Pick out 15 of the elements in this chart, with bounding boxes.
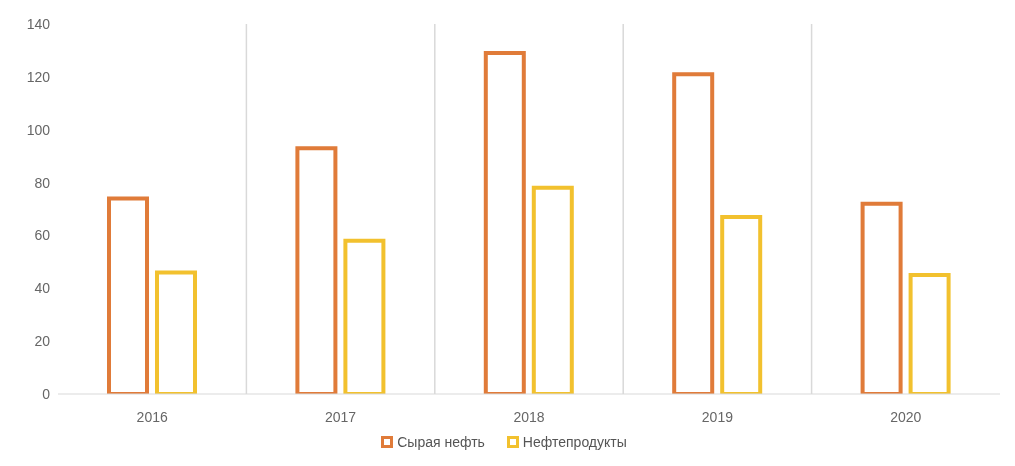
y-tick-label: 140 xyxy=(26,15,51,32)
x-tick-label: 2017 xyxy=(325,408,357,425)
y-tick-label: 100 xyxy=(26,121,51,138)
y-tick-label: 120 xyxy=(26,68,51,85)
x-tick-label: 2016 xyxy=(136,408,168,425)
y-tick-label: 80 xyxy=(34,174,51,191)
x-tick-label: 2018 xyxy=(513,408,545,425)
legend-label: Сырая нефть xyxy=(396,434,485,450)
x-tick-label: 2020 xyxy=(890,408,922,425)
y-tick-label: 60 xyxy=(34,227,51,244)
y-tick-label: 20 xyxy=(34,333,51,350)
legend-label: Нефтепродукты xyxy=(521,434,627,450)
x-tick-label: 2019 xyxy=(701,408,734,425)
y-tick-label: 40 xyxy=(34,280,51,297)
y-tick-label: 0 xyxy=(42,385,51,402)
